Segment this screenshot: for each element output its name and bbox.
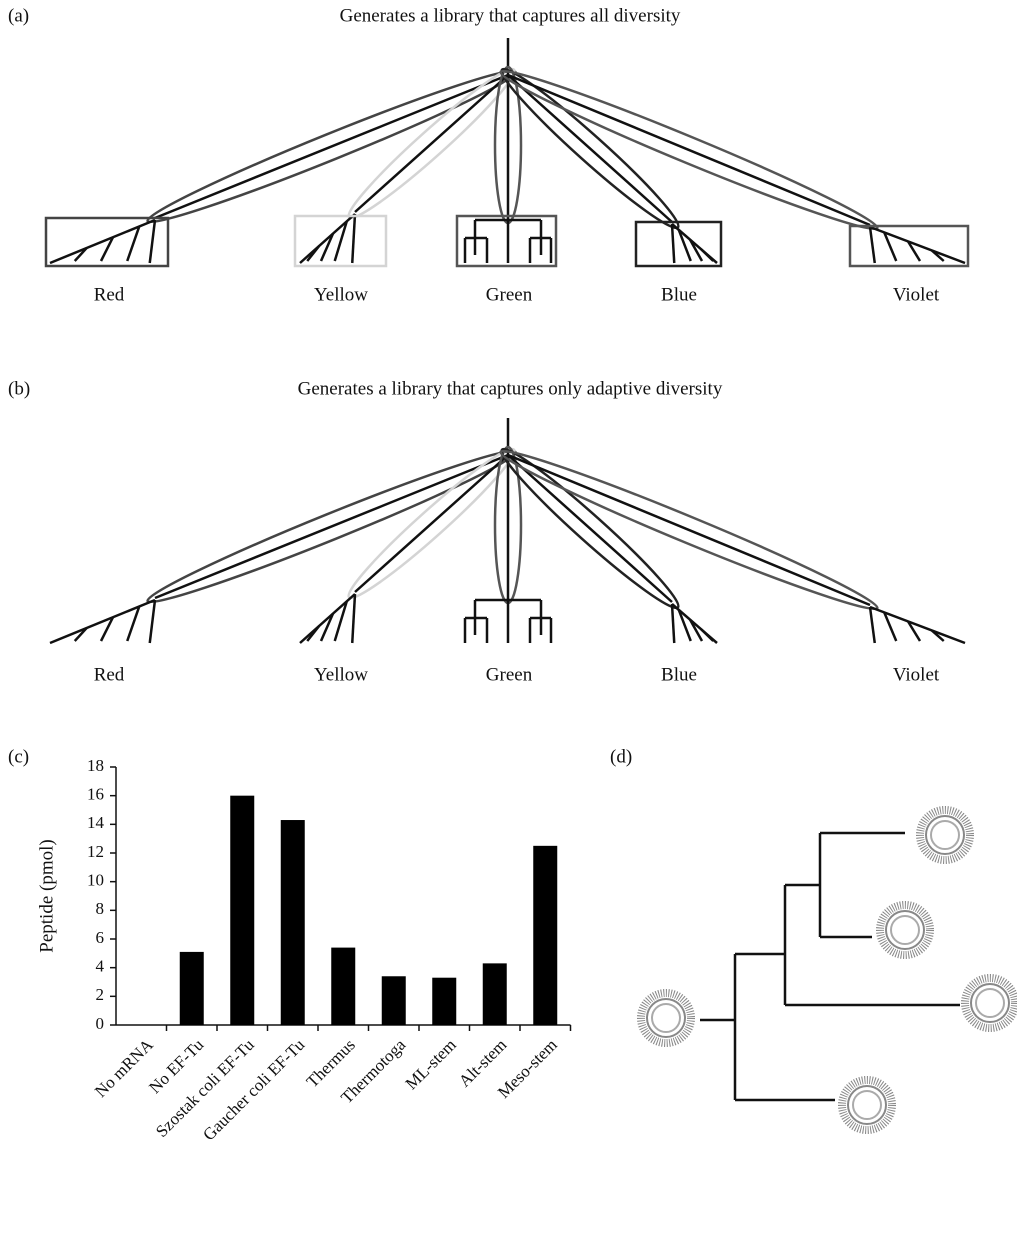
panel-label: (a): [8, 5, 29, 26]
genome-ring: [931, 821, 959, 849]
branch: [870, 227, 875, 263]
branch: [701, 249, 713, 261]
y-tick-label: 14: [87, 813, 105, 832]
branch: [508, 455, 870, 605]
bar: [230, 796, 254, 1025]
panel-title: Generates a library that captures all di…: [340, 5, 681, 26]
bar: [382, 976, 406, 1025]
group-label: Blue: [661, 284, 697, 305]
branch: [352, 594, 355, 643]
bar: [331, 948, 355, 1025]
group-label: Green: [486, 664, 533, 685]
bar: [281, 820, 305, 1025]
group-label: Yellow: [314, 284, 368, 305]
branch: [672, 224, 674, 263]
clade-box: [850, 226, 968, 266]
branch: [155, 455, 508, 598]
x-tick-label: ML-stem: [402, 1035, 460, 1093]
genome-spikes: [641, 993, 691, 1043]
genome-ring: [652, 1004, 680, 1032]
y-tick-label: 12: [87, 842, 104, 861]
branch: [690, 620, 702, 641]
group-label: Violet: [893, 664, 940, 685]
y-axis-label: Peptide (pmol): [36, 839, 57, 952]
y-tick-label: 16: [87, 785, 104, 804]
panel-label: (b): [8, 378, 30, 399]
group-label: Red: [94, 284, 125, 305]
genome-spikes: [965, 978, 1015, 1028]
panel-label: (d): [610, 746, 632, 767]
bar: [483, 963, 507, 1025]
branch: [870, 607, 875, 643]
genome-spikes: [920, 810, 970, 860]
branch: [508, 75, 870, 225]
x-tick-label: No mRNA: [91, 1035, 157, 1101]
bar: [432, 978, 456, 1025]
genome-spikes: [880, 905, 930, 955]
genome-ring: [891, 916, 919, 944]
genome-spikes: [842, 1080, 892, 1130]
group-label: Violet: [893, 284, 940, 305]
bar: [180, 952, 204, 1025]
y-tick-label: 4: [96, 957, 105, 976]
group-label: Red: [94, 664, 125, 685]
panel-label: (c): [8, 746, 29, 767]
genome-ring: [853, 1091, 881, 1119]
branch: [672, 604, 674, 643]
figure: (a) Generates a library that captures al…: [0, 0, 1017, 1234]
panel-title: Generates a library that captures only a…: [298, 378, 723, 399]
group-label: Yellow: [314, 664, 368, 685]
genome-ring: [976, 989, 1004, 1017]
bar: [533, 846, 557, 1025]
group-label: Blue: [661, 664, 697, 685]
y-tick-label: 8: [96, 899, 105, 918]
group-label: Green: [486, 284, 533, 305]
branch: [150, 220, 155, 263]
y-tick-label: 6: [96, 928, 105, 947]
branch: [150, 600, 155, 643]
y-tick-label: 18: [87, 756, 104, 775]
branch: [690, 240, 702, 261]
y-tick-label: 0: [96, 1014, 105, 1033]
branch: [701, 629, 713, 641]
branch: [352, 214, 355, 263]
branch: [155, 75, 508, 218]
y-tick-label: 10: [87, 871, 104, 890]
y-tick-label: 2: [96, 985, 105, 1004]
